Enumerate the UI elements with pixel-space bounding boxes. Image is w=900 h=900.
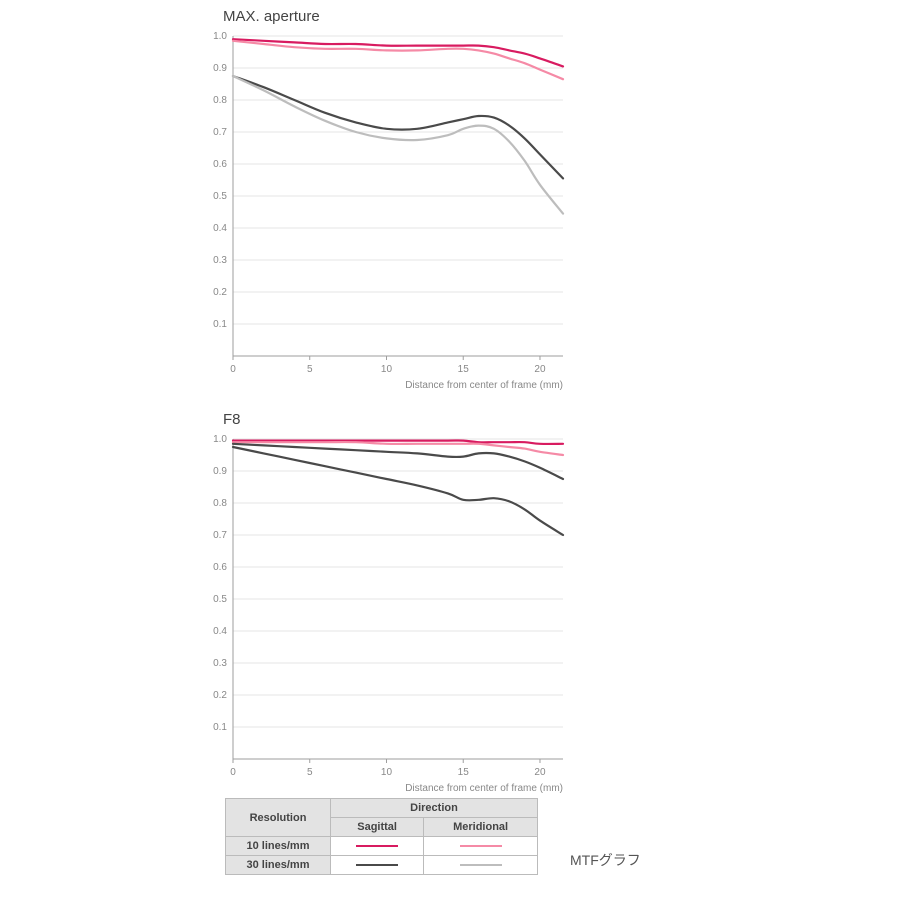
- svg-text:1.0: 1.0: [213, 31, 227, 42]
- legend-row-label: 10 lines/mm: [226, 837, 331, 856]
- svg-text:0.3: 0.3: [213, 255, 227, 266]
- chart2-title: F8: [223, 411, 241, 428]
- legend-col-meridional: Meridional: [424, 818, 538, 837]
- svg-text:0.5: 0.5: [213, 191, 227, 202]
- svg-text:0.2: 0.2: [213, 287, 227, 298]
- svg-text:Distance from center of frame: Distance from center of frame (mm): [405, 783, 563, 794]
- svg-text:0.4: 0.4: [213, 223, 227, 234]
- svg-text:0.7: 0.7: [213, 530, 227, 541]
- legend-swatch-sagittal: [331, 856, 424, 875]
- legend-swatch-sagittal: [331, 837, 424, 856]
- series-30-meridional: [233, 76, 563, 214]
- chart1-title: MAX. aperture: [223, 8, 320, 25]
- legend-row: 10 lines/mm: [226, 837, 538, 856]
- svg-text:0.1: 0.1: [213, 319, 227, 330]
- svg-text:0.1: 0.1: [213, 722, 227, 733]
- svg-text:0.8: 0.8: [213, 498, 227, 509]
- svg-text:0.6: 0.6: [213, 562, 227, 573]
- svg-text:0.2: 0.2: [213, 690, 227, 701]
- legend-col-sagittal: Sagittal: [331, 818, 424, 837]
- legend-swatch-meridional: [424, 856, 538, 875]
- svg-text:20: 20: [534, 364, 546, 375]
- legend-table: Resolution Direction Sagittal Meridional…: [225, 798, 538, 875]
- svg-text:0.7: 0.7: [213, 127, 227, 138]
- svg-text:0: 0: [230, 364, 236, 375]
- svg-text:0.6: 0.6: [213, 159, 227, 170]
- svg-text:Distance from center of frame: Distance from center of frame (mm): [405, 380, 563, 391]
- chart1-svg: 0.1 0.2 0.3 0.4 0.5 0.6 0.7 0.8 0.9 1.0 0 5 10 15 20 Di…: [195, 28, 575, 398]
- svg-text:0.3: 0.3: [213, 658, 227, 669]
- svg-text:0.9: 0.9: [213, 466, 227, 477]
- svg-text:0.8: 0.8: [213, 95, 227, 106]
- legend-header-direction: Direction: [331, 799, 538, 818]
- mtf-caption: MTFグラフ: [570, 850, 641, 870]
- series-30-sagittal: [233, 76, 563, 178]
- svg-text:0.9: 0.9: [213, 63, 227, 74]
- svg-text:5: 5: [307, 364, 313, 375]
- svg-text:15: 15: [458, 364, 470, 375]
- legend-header-resolution: Resolution: [226, 799, 331, 837]
- svg-text:0.5: 0.5: [213, 594, 227, 605]
- svg-text:10: 10: [381, 767, 393, 778]
- series-10-sagittal: [233, 39, 563, 66]
- svg-text:10: 10: [381, 364, 393, 375]
- svg-text:5: 5: [307, 767, 313, 778]
- svg-text:1.0: 1.0: [213, 434, 227, 445]
- series-30-sagittal: [233, 444, 563, 479]
- legend-row: 30 lines/mm: [226, 856, 538, 875]
- legend-row-label: 30 lines/mm: [226, 856, 331, 875]
- svg-text:0: 0: [230, 767, 236, 778]
- svg-text:20: 20: [534, 767, 546, 778]
- svg-text:15: 15: [458, 767, 470, 778]
- chart2-svg: 0.1 0.2 0.3 0.4 0.5 0.6 0.7 0.8 0.9 1.0 0 5 10 15 20 Di…: [195, 431, 575, 801]
- series-30-meridional: [233, 447, 563, 535]
- legend-swatch-meridional: [424, 837, 538, 856]
- svg-text:0.4: 0.4: [213, 626, 227, 637]
